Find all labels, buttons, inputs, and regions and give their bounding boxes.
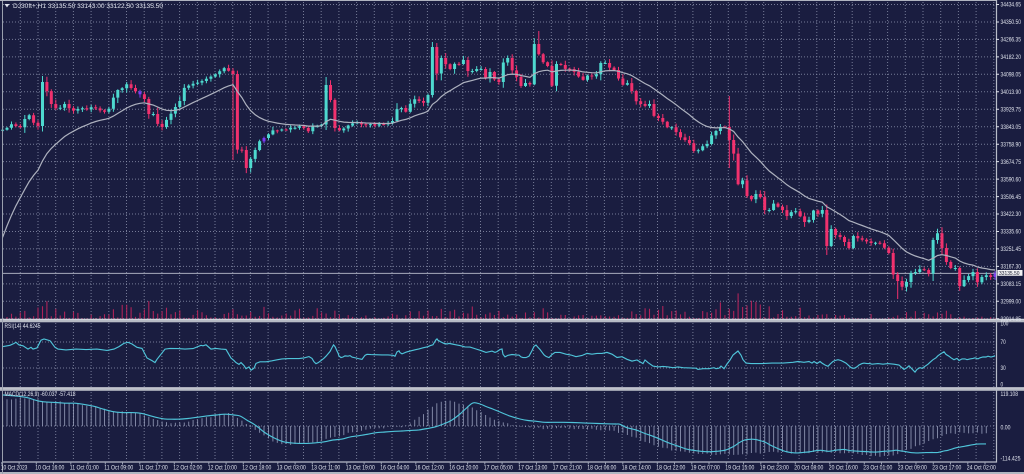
svg-text:34182.20: 34182.20 — [1001, 55, 1022, 61]
svg-text:33251.45: 33251.45 — [1001, 247, 1022, 253]
svg-text:32999.00: 32999.00 — [1001, 300, 1022, 306]
svg-text:-114.425: -114.425 — [1001, 457, 1022, 463]
svg-text:13 Oct 03:00: 13 Oct 03:00 — [277, 465, 307, 471]
svg-text:33929.75: 33929.75 — [1001, 108, 1022, 114]
svg-text:19 Oct 07:00: 19 Oct 07:00 — [691, 465, 721, 471]
svg-text:33590.60: 33590.60 — [1001, 177, 1022, 183]
svg-text:33335.60: 33335.60 — [1001, 230, 1022, 236]
svg-text:100: 100 — [1001, 322, 1009, 328]
svg-text:13 Oct 11:00: 13 Oct 11:00 — [311, 465, 341, 471]
svg-text:RSI(14) 44.6245: RSI(14) 44.6245 — [5, 324, 42, 330]
svg-text:11 Oct 09:00: 11 Oct 09:00 — [104, 465, 134, 471]
svg-text:34434.65: 34434.65 — [1001, 3, 1022, 9]
svg-text:12 Oct 10:00: 12 Oct 10:00 — [208, 465, 238, 471]
svg-text:18 Oct 22:00: 18 Oct 22:00 — [656, 465, 686, 471]
svg-text:16 Oct 04:00: 16 Oct 04:00 — [380, 465, 410, 471]
svg-text:33135.50: 33135.50 — [999, 271, 1020, 277]
svg-text:18 Oct 06:00: 18 Oct 06:00 — [587, 465, 617, 471]
svg-text:20 Oct 08:00: 20 Oct 08:00 — [794, 465, 824, 471]
svg-text:16 Oct 20:00: 16 Oct 20:00 — [449, 465, 479, 471]
svg-text:17 Oct 05:00: 17 Oct 05:00 — [484, 465, 514, 471]
svg-text:32914.85: 32914.85 — [1001, 317, 1022, 323]
svg-text:70: 70 — [1001, 340, 1007, 346]
svg-text:23 Oct 09:00: 23 Oct 09:00 — [898, 465, 928, 471]
svg-text:19 Oct 23:00: 19 Oct 23:00 — [760, 465, 790, 471]
svg-text:30: 30 — [1001, 366, 1007, 372]
svg-text:33167.30: 33167.30 — [1001, 265, 1022, 271]
svg-text:34350.50: 34350.50 — [1001, 20, 1022, 26]
svg-text:19 Oct 15:00: 19 Oct 15:00 — [725, 465, 755, 471]
svg-text:33843.05: 33843.05 — [1001, 125, 1022, 131]
svg-text:0.00: 0.00 — [1001, 426, 1012, 432]
svg-text:12 Oct 02:00: 12 Oct 02:00 — [173, 465, 203, 471]
svg-text:10 Oct 2023: 10 Oct 2023 — [1, 465, 28, 471]
svg-text:13 Oct 19:00: 13 Oct 19:00 — [346, 465, 376, 471]
svg-text:23 Oct 17:00: 23 Oct 17:00 — [932, 465, 962, 471]
svg-text:24 Oct 02:00: 24 Oct 02:00 — [967, 465, 997, 471]
svg-text:33506.45: 33506.45 — [1001, 195, 1022, 201]
svg-text:33758.90: 33758.90 — [1001, 142, 1022, 148]
svg-text:11 Oct 17:00: 11 Oct 17:00 — [139, 465, 169, 471]
svg-text:17 Oct 21:00: 17 Oct 21:00 — [553, 465, 583, 471]
svg-text:11 Oct 01:00: 11 Oct 01:00 — [70, 465, 100, 471]
svg-text:119.108: 119.108 — [1001, 392, 1019, 398]
svg-text:0: 0 — [1001, 383, 1004, 389]
svg-text:33422.30: 33422.30 — [1001, 212, 1022, 218]
svg-text:MACD(12,26,9) -60.037 -57.418: MACD(12,26,9) -60.037 -57.418 — [5, 392, 77, 398]
svg-text:16 Oct 12:00: 16 Oct 12:00 — [415, 465, 445, 471]
svg-text:33083.15: 33083.15 — [1001, 282, 1022, 288]
svg-text:34266.35: 34266.35 — [1001, 38, 1022, 44]
svg-text:DJ30ft+,H1 33135.50 33143.00 3: DJ30ft+,H1 33135.50 33143.00 33122.50 33… — [13, 3, 163, 10]
svg-text:12 Oct 18:00: 12 Oct 18:00 — [242, 465, 272, 471]
svg-text:18 Oct 14:00: 18 Oct 14:00 — [622, 465, 652, 471]
svg-text:10 Oct 16:00: 10 Oct 16:00 — [35, 465, 65, 471]
svg-text:34098.05: 34098.05 — [1001, 73, 1022, 79]
svg-text:33674.75: 33674.75 — [1001, 160, 1022, 166]
svg-text:34013.90: 34013.90 — [1001, 90, 1022, 96]
svg-text:17 Oct 13:00: 17 Oct 13:00 — [518, 465, 548, 471]
svg-text:23 Oct 01:00: 23 Oct 01:00 — [863, 465, 893, 471]
svg-text:20 Oct 16:00: 20 Oct 16:00 — [829, 465, 859, 471]
